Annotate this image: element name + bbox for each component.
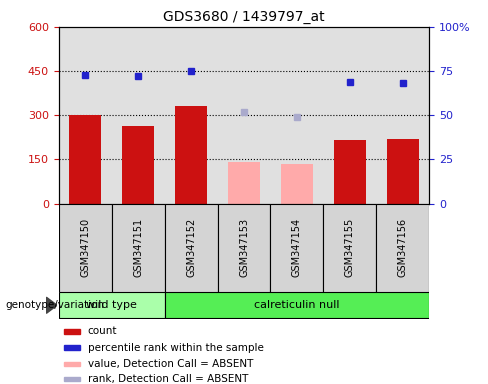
Text: GSM347154: GSM347154 bbox=[292, 218, 302, 277]
Text: genotype/variation: genotype/variation bbox=[5, 300, 104, 310]
Text: wild type: wild type bbox=[86, 300, 137, 310]
Bar bbox=[281, 164, 313, 204]
Text: GSM347150: GSM347150 bbox=[80, 218, 90, 277]
Bar bbox=[270, 204, 324, 292]
Text: percentile rank within the sample: percentile rank within the sample bbox=[88, 343, 264, 353]
Bar bbox=[64, 362, 80, 366]
Bar bbox=[164, 292, 429, 318]
Title: GDS3680 / 1439797_at: GDS3680 / 1439797_at bbox=[163, 10, 325, 25]
Bar bbox=[334, 140, 366, 204]
Text: calreticulin null: calreticulin null bbox=[254, 300, 340, 310]
Bar bbox=[218, 204, 270, 292]
Text: value, Detection Call = ABSENT: value, Detection Call = ABSENT bbox=[88, 359, 253, 369]
Text: GSM347152: GSM347152 bbox=[186, 218, 196, 277]
Text: GSM347153: GSM347153 bbox=[239, 218, 249, 277]
Bar bbox=[59, 292, 164, 318]
Bar bbox=[228, 162, 260, 204]
Bar bbox=[376, 204, 429, 292]
Text: GSM347155: GSM347155 bbox=[345, 218, 355, 277]
Text: count: count bbox=[88, 326, 117, 336]
Bar bbox=[64, 346, 80, 350]
Bar bbox=[164, 204, 218, 292]
Bar bbox=[387, 139, 419, 204]
Text: GSM347151: GSM347151 bbox=[133, 218, 143, 277]
Bar bbox=[64, 377, 80, 381]
Polygon shape bbox=[46, 297, 57, 313]
Bar bbox=[69, 115, 101, 204]
Bar bbox=[324, 204, 376, 292]
Bar bbox=[59, 204, 112, 292]
Bar bbox=[64, 329, 80, 334]
Bar bbox=[122, 126, 154, 204]
Text: GSM347156: GSM347156 bbox=[398, 218, 408, 277]
Bar bbox=[112, 204, 164, 292]
Bar bbox=[175, 106, 207, 204]
Text: rank, Detection Call = ABSENT: rank, Detection Call = ABSENT bbox=[88, 374, 248, 384]
